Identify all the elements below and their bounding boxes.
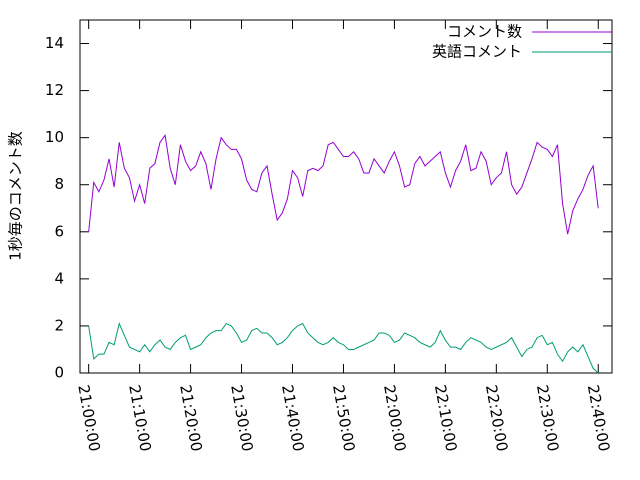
data-line — [88, 322, 599, 374]
y-axis-label: 1秒毎のコメント数 — [7, 131, 25, 261]
y-tick-label: 12 — [45, 81, 64, 99]
plot-border — [79, 19, 613, 374]
x-tick-label: 21:00:00 — [74, 383, 103, 452]
x-tick-label: 21:20:00 — [176, 383, 205, 452]
y-tick-label: 0 — [54, 364, 64, 382]
y-tick-label: 14 — [45, 34, 64, 52]
x-tick-label: 22:20:00 — [482, 383, 511, 452]
y-tick-label: 6 — [54, 222, 64, 240]
y-tick-label: 2 — [54, 316, 64, 334]
x-tick-label: 22:00:00 — [380, 383, 409, 452]
x-tick-label: 21:50:00 — [329, 383, 358, 452]
x-tick-label: 21:40:00 — [278, 383, 307, 452]
legend-label: 英語コメント — [432, 43, 522, 61]
legend-label: コメント数 — [447, 23, 522, 41]
x-tick-label: 22:40:00 — [584, 383, 613, 452]
x-tick-label: 22:10:00 — [431, 383, 460, 452]
y-tick-label: 4 — [54, 269, 64, 287]
y-tick-label: 8 — [54, 175, 64, 193]
x-tick-label: 22:30:00 — [533, 383, 562, 452]
y-tick-label: 10 — [45, 128, 64, 146]
x-tick-label: 21:10:00 — [125, 383, 154, 452]
data-line — [88, 134, 599, 235]
x-tick-label: 21:30:00 — [227, 383, 256, 452]
